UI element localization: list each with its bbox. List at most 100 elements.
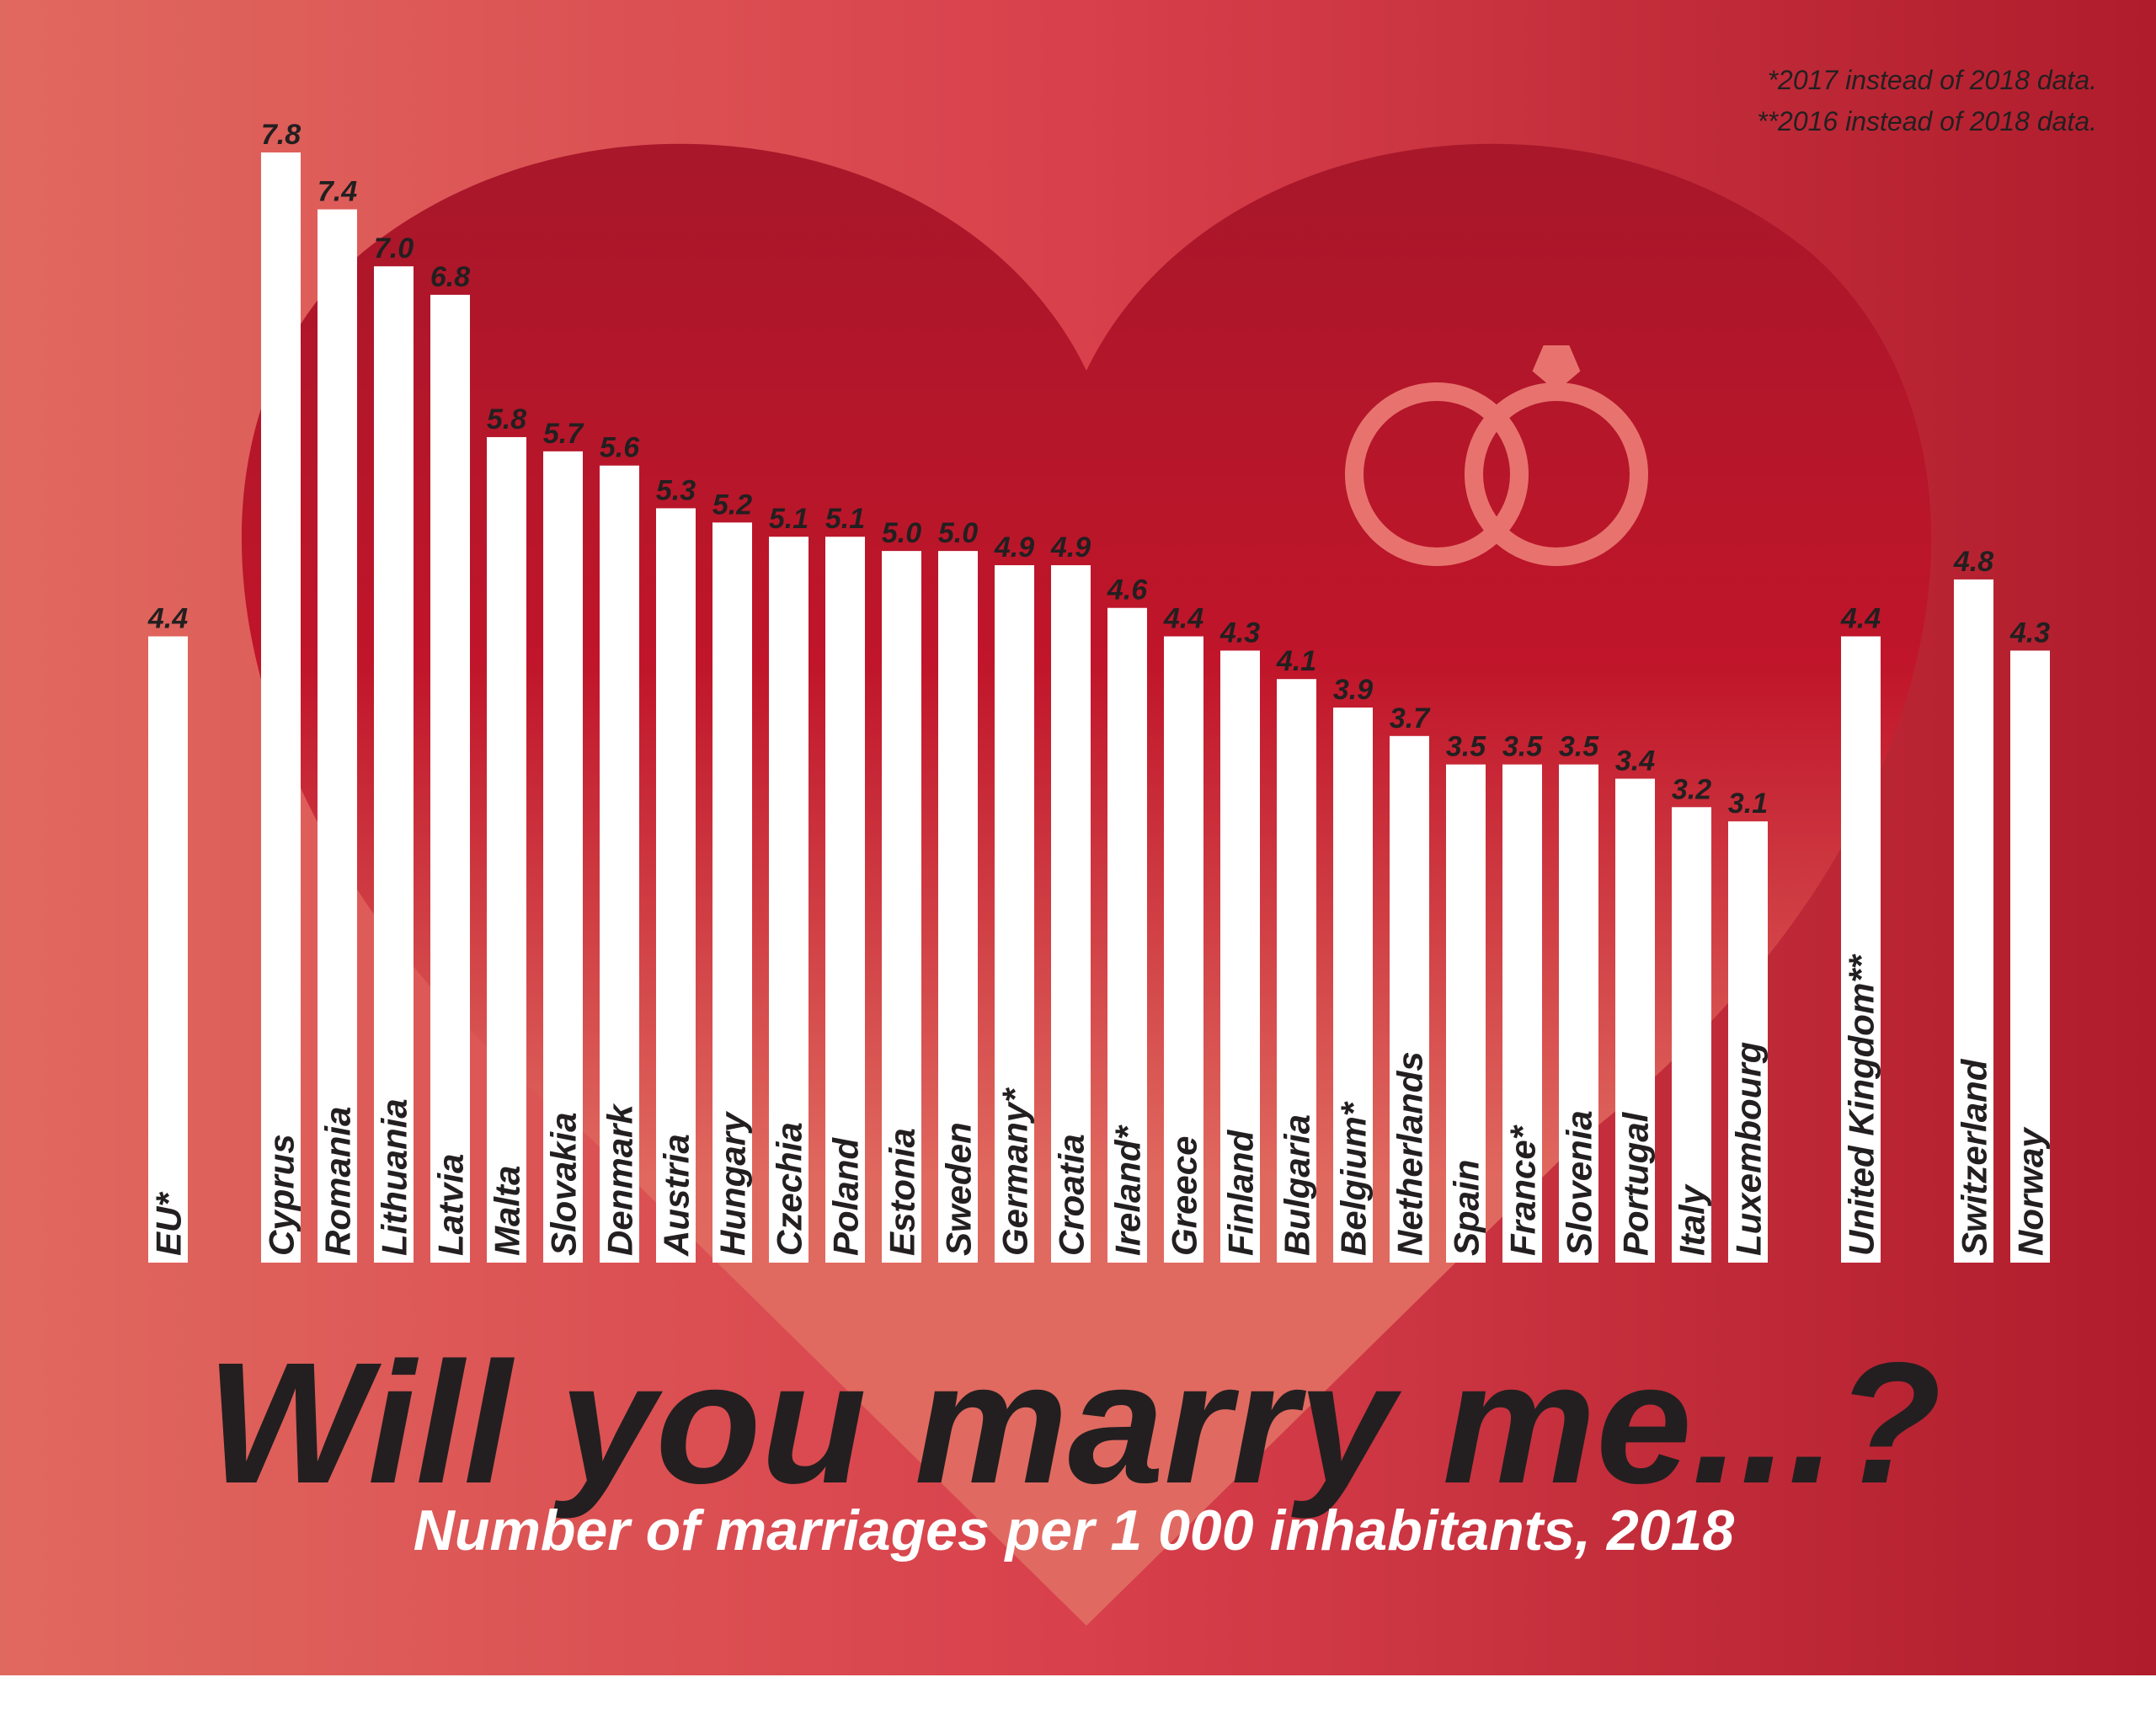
category-label: Portugal [1616,1111,1656,1256]
value-label: 5.1 [825,503,865,535]
value-label: 7.0 [374,232,414,264]
category-label: Denmark [600,1103,640,1256]
value-label: 4.3 [1219,617,1260,649]
bar [1615,778,1655,1263]
category-label: Italy [1673,1183,1712,1256]
bar [1220,650,1260,1263]
bar [261,152,301,1263]
value-label: 3.5 [1502,731,1543,763]
bar [543,451,583,1263]
category-label: Luxembourg [1729,1042,1769,1256]
value-label: 5.1 [769,503,808,535]
bar [825,537,865,1263]
bar [1672,807,1711,1263]
value-label: 3.5 [1559,731,1599,763]
value-label: 3.5 [1446,731,1486,763]
bar [656,508,696,1263]
chart-title: Will you marry me...? [206,1327,1941,1520]
value-label: 4.3 [2009,617,2050,649]
bar [318,209,357,1263]
bar [1277,679,1316,1263]
value-label: 4.4 [147,603,188,635]
category-label: Greece [1165,1136,1204,1256]
category-label: France* [1503,1124,1543,1256]
value-label: 6.8 [430,261,470,293]
bar [430,294,470,1263]
category-label: Germany* [995,1087,1035,1256]
value-label: 5.0 [938,517,978,549]
value-label: 7.4 [318,176,357,208]
bar [1446,764,1486,1263]
category-label: Spain [1447,1160,1486,1256]
value-label: 7.8 [261,119,301,151]
value-label: 4.8 [1953,546,1993,578]
category-label: Lithuania [375,1098,414,1256]
category-label: Ireland* [1108,1124,1148,1256]
bars: 4.4 EU* 7.8 Cyprus 7.4 Romania 7.0 Lithuania 6.8… [147,119,2051,1263]
category-label: Belgium* [1334,1101,1374,1256]
category-label: Poland [826,1137,866,1256]
category-label: Romania [318,1107,358,1256]
bar [882,551,921,1263]
value-label: 4.4 [1840,603,1881,635]
category-label: Estonia [883,1128,922,1256]
rings [1345,345,1648,566]
bar [1164,636,1203,1263]
category-label: United Kingdom** [1842,953,1881,1256]
bar [1954,579,1993,1263]
category-label: Sweden [939,1122,979,1256]
category-label: Malta [488,1166,527,1256]
bar [374,266,414,1263]
value-label: 4.4 [1163,603,1203,635]
bar [148,636,188,1263]
value-label: 5.6 [600,432,640,464]
category-label: Croatia [1052,1134,1091,1256]
chart-subtitle: Number of marriages per 1 000 inhabitant… [414,1498,1735,1562]
category-label: Bulgaria [1278,1114,1317,1256]
category-label: Hungary [713,1110,753,1256]
value-label: 4.1 [1276,645,1316,677]
value-label: 3.9 [1333,674,1373,706]
bar [2010,650,2050,1263]
bar [600,465,639,1263]
bar [1559,764,1598,1263]
category-label: Switzerland [1955,1058,1994,1256]
bar [1333,708,1373,1263]
category-label: Czechia [770,1122,809,1256]
value-label: 5.2 [712,489,752,521]
category-label: Cyprus [262,1134,302,1256]
value-label: 3.4 [1615,745,1655,777]
value-label: 4.6 [1107,574,1148,606]
bar [1728,821,1768,1263]
value-label: 3.2 [1672,773,1711,805]
bar [487,436,526,1263]
category-label: Latvia [431,1154,471,1256]
category-label: Norway [2011,1126,2051,1256]
bar [712,522,752,1263]
bar [1841,636,1881,1263]
bar [938,551,978,1263]
value-label: 5.8 [487,403,526,435]
value-label: 5.3 [656,474,696,506]
bar [1107,607,1147,1263]
bar [995,565,1034,1263]
bar [1051,565,1091,1263]
category-label: Netherlands [1390,1051,1430,1256]
value-label: 3.7 [1390,702,1431,734]
value-label: 3.1 [1728,788,1768,820]
value-label: 5.0 [882,517,921,549]
value-label: 4.9 [1050,531,1091,564]
bar [1390,735,1429,1263]
footnote: *2017 instead of 2018 data. [1768,65,2097,95]
category-label: Slovenia [1560,1110,1599,1256]
category-label: Austria [657,1134,696,1257]
value-label: 4.9 [994,531,1034,564]
bar [769,537,808,1263]
footnote: **2016 instead of 2018 data. [1757,106,2097,136]
value-label: 5.7 [543,418,584,450]
category-label: Slovakia [544,1113,584,1256]
bar [1502,764,1542,1263]
category-label: EU* [149,1192,189,1256]
